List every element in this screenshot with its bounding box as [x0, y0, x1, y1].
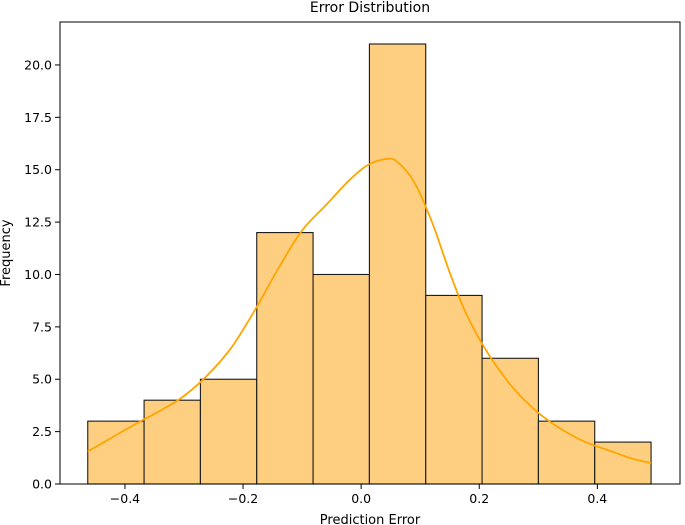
plot-border	[59, 21, 681, 485]
histogram-bars	[87, 43, 652, 485]
x-axis-label: Prediction Error	[320, 513, 421, 525]
histogram-bar-8	[481, 357, 539, 485]
y-tick-label: 20.0	[24, 57, 52, 72]
y-tick-label: 10.0	[24, 267, 52, 282]
y-tick-label: 0.0	[32, 477, 52, 492]
y-axis-ticks: 0.0 2.5 5.0 7.5 10.0 12.5 15.0 17.5 20.0	[24, 57, 60, 492]
histogram-bar-5	[312, 273, 370, 485]
histogram-bar-3	[199, 378, 258, 485]
y-tick-label: 12.5	[24, 215, 52, 230]
y-tick-label: 2.5	[32, 424, 52, 439]
chart-title: Error Distribution	[310, 0, 430, 16]
histogram-bar-7	[425, 294, 483, 485]
x-tick-label: −0.4	[110, 491, 140, 506]
histogram-bar-9	[537, 420, 596, 485]
y-tick-label: 5.0	[32, 372, 52, 387]
histogram-bar-4	[256, 232, 314, 485]
axes-frame	[59, 21, 681, 485]
histogram-bar-2	[143, 399, 201, 485]
x-axis-ticks: −0.4 −0.2 0.0 0.2 0.4	[110, 484, 607, 506]
x-tick-label: 0.0	[351, 491, 371, 506]
x-tick-label: 0.2	[469, 491, 489, 506]
x-tick-label: −0.2	[228, 491, 258, 506]
y-axis-label: Frequency	[0, 219, 14, 286]
histogram-bar-1	[87, 420, 145, 485]
y-tick-label: 15.0	[24, 162, 52, 177]
y-tick-label: 7.5	[32, 319, 52, 334]
kde-curve	[87, 157, 652, 464]
y-tick-label: 17.5	[24, 110, 52, 125]
histogram-bar-6	[368, 43, 427, 485]
x-tick-label: 0.4	[587, 491, 607, 506]
